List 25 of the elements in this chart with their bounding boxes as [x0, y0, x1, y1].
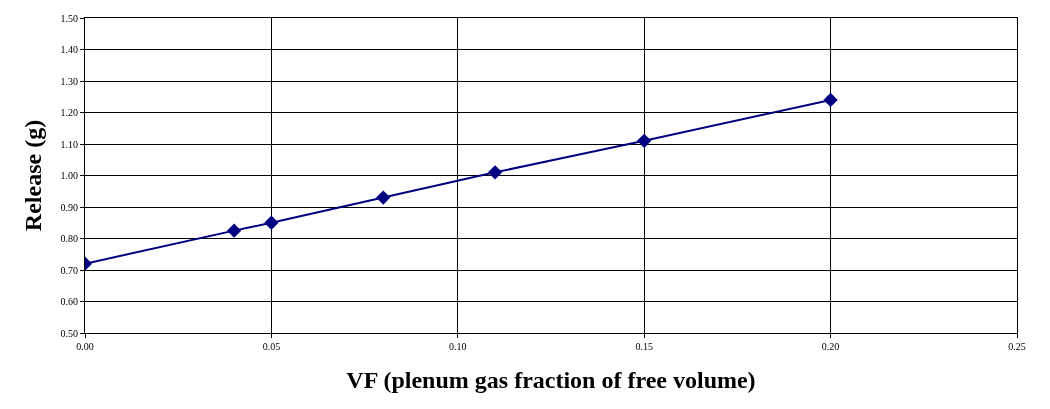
y-tick-label: 1.00 — [60, 170, 78, 181]
point — [637, 133, 652, 148]
point — [264, 215, 279, 230]
y-tick-label: 0.90 — [60, 201, 78, 213]
x-tick-label: 0.20 — [821, 341, 840, 352]
y-tick-label: 0.80 — [60, 233, 78, 244]
point — [823, 92, 838, 108]
y-tick-label: 1.10 — [60, 138, 78, 150]
x-axis-title: VF (plenum gas fraction of free volume) — [346, 367, 756, 394]
y-axis-title: Release (g) — [19, 119, 46, 232]
point — [226, 223, 242, 238]
x-tick-label: 0.15 — [635, 341, 653, 352]
y-tick-label: 1.20 — [60, 107, 78, 118]
y-tick-label: 1.40 — [60, 44, 78, 55]
x-tick-label: 0.05 — [262, 341, 281, 352]
y-tick-label: 1.30 — [60, 75, 78, 87]
point — [376, 190, 391, 205]
x-tick-label: 0.25 — [1008, 341, 1026, 352]
x-tick-label: 0.00 — [76, 341, 94, 352]
y-tick-label: 0.60 — [60, 296, 78, 307]
y-tick-label: 0.50 — [60, 327, 78, 339]
y-tick-label: 0.70 — [60, 264, 78, 276]
y-tick-label: 1.50 — [60, 12, 78, 24]
x-tick-label: 0.10 — [449, 341, 467, 352]
point — [487, 165, 503, 180]
